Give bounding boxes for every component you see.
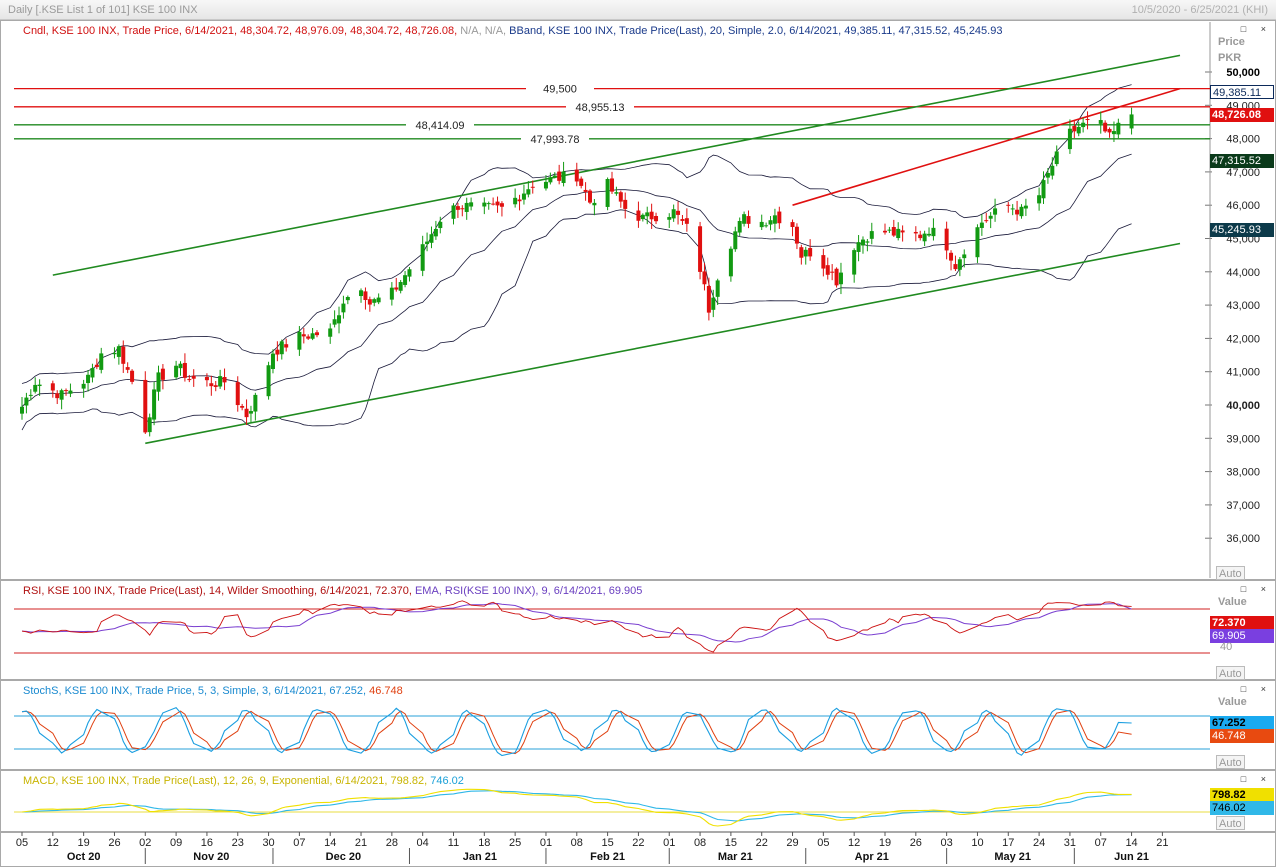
stoch-k-badge: 67.252 [1210, 716, 1274, 730]
price-pane[interactable]: Cndl, KSE 100 INX, Trade Price, 6/14/202… [0, 20, 1276, 580]
stoch-legend: StochS, KSE 100 INX, Trade Price, 5, 3, … [23, 685, 403, 697]
window-titlebar: Daily [.KSE List 1 of 101] KSE 100 INX 1… [0, 0, 1276, 20]
candle-legend: Cndl, KSE 100 INX, Trade Price, 6/14/202… [23, 25, 461, 37]
rsi-legend: RSI, KSE 100 INX, Trade Price(Last), 14,… [23, 585, 642, 597]
stoch-legend-main: StochS, KSE 100 INX, Trade Price, 5, 3, … [23, 685, 370, 697]
price-auto-button[interactable]: Auto [1216, 566, 1245, 580]
rsi-legend-main: RSI, KSE 100 INX, Trade Price(Last), 14,… [23, 585, 415, 597]
macd-auto-button[interactable]: Auto [1216, 816, 1245, 830]
price-legend: Cndl, KSE 100 INX, Trade Price, 6/14/202… [23, 25, 1002, 37]
stoch-legend-d: 46.748 [369, 685, 403, 697]
date-range: 10/5/2020 - 6/25/2021 (KHI) [1131, 4, 1268, 16]
upper-band-badge: 49,385.11 [1210, 85, 1274, 99]
close-price-badge: 48,726.08 [1210, 108, 1274, 122]
macd-pane[interactable]: MACD, KSE 100 INX, Trade Price(Last), 12… [0, 770, 1276, 832]
rsi-legend-ema: EMA, RSI(KSE 100 INX), 9, 6/14/2021, 69.… [414, 585, 643, 597]
price-axis-title-2: PKR [1218, 52, 1242, 64]
macd-signal-badge: 746.02 [1210, 801, 1274, 815]
price-axis-title-1: Price [1218, 36, 1245, 48]
stoch-d-badge: 46.748 [1210, 729, 1274, 743]
stoch-window-buttons[interactable]: □ × [1240, 684, 1272, 694]
rsi-axis-40: 40 [1220, 641, 1233, 653]
macd-legend-main: MACD, KSE 100 INX, Trade Price(Last), 12… [23, 775, 431, 787]
stoch-auto-button[interactable]: Auto [1216, 755, 1245, 769]
macd-legend: MACD, KSE 100 INX, Trade Price(Last), 12… [23, 775, 464, 787]
rsi-axis-title: Value [1218, 596, 1247, 608]
rsi-ema-badge: 69.905 [1210, 629, 1274, 643]
bband-legend: BBand, KSE 100 INX, Trade Price(Last), 2… [509, 25, 1003, 37]
rsi-pane[interactable]: RSI, KSE 100 INX, Trade Price(Last), 14,… [0, 580, 1276, 680]
macd-legend-signal: 746.02 [430, 775, 464, 787]
pane-window-buttons[interactable]: □ × [1240, 24, 1272, 34]
rsi-window-buttons[interactable]: □ × [1240, 584, 1272, 594]
middle-band-badge: 47,315.52 [1210, 154, 1274, 168]
window-title: Daily [.KSE List 1 of 101] KSE 100 INX [8, 4, 198, 16]
lower-band-badge: 45,245.93 [1210, 223, 1274, 237]
macd-window-buttons[interactable]: □ × [1240, 774, 1272, 784]
time-axis[interactable] [0, 832, 1276, 867]
rsi-badge: 72.370 [1210, 616, 1274, 630]
rsi-auto-button[interactable]: Auto [1216, 666, 1245, 680]
stoch-pane[interactable]: StochS, KSE 100 INX, Trade Price, 5, 3, … [0, 680, 1276, 770]
macd-badge: 798.82 [1210, 788, 1274, 802]
stoch-axis-title: Value [1218, 696, 1247, 708]
candle-legend-na: N/A, N/A, [460, 25, 510, 37]
